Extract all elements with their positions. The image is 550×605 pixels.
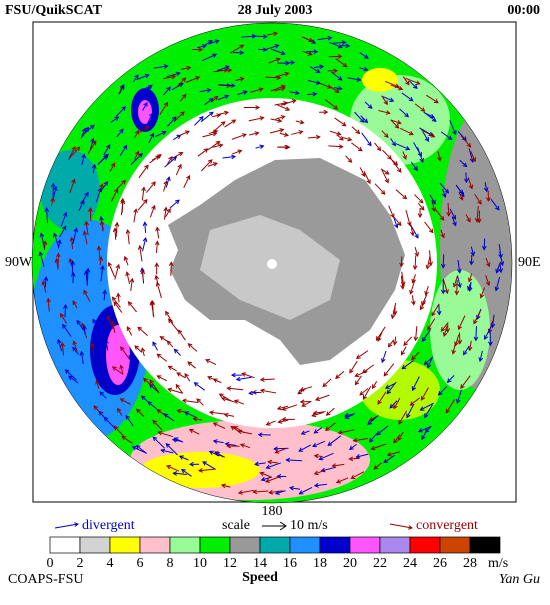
color-cell <box>140 537 170 553</box>
arrow <box>55 524 78 528</box>
date: 28 July 2003 <box>238 3 313 18</box>
color-cell <box>320 537 350 553</box>
colorbar-tick: 22 <box>373 556 387 571</box>
color-cell <box>350 537 380 553</box>
colorbar-label: Speed <box>242 570 278 585</box>
color-cell <box>440 537 470 553</box>
colorbar-tick: 28 <box>463 556 477 571</box>
title: FSU/QuikSCAT <box>5 3 103 18</box>
patch <box>430 270 490 390</box>
colorbar-tick: 26 <box>433 556 447 571</box>
arrow <box>457 280 458 294</box>
colorbar-tick: 6 <box>137 556 144 571</box>
arrow <box>274 448 288 449</box>
color-cell <box>230 537 260 553</box>
footer-left: COAPS-FSU <box>8 572 83 587</box>
legend-convergent: convergent <box>416 518 478 533</box>
time: 00:00 <box>507 3 540 18</box>
colorbar-tick: 4 <box>107 556 114 571</box>
color-cell <box>470 537 500 553</box>
color-cell <box>80 537 110 553</box>
colorbar-tick: 2 <box>77 556 84 571</box>
arrow <box>65 305 66 317</box>
color-cell <box>260 537 290 553</box>
colorbar-unit: m/s <box>488 556 508 571</box>
legend-scale: scale <box>222 518 250 533</box>
patch <box>362 68 398 92</box>
colorbar-tick: 20 <box>343 556 357 571</box>
colorbar-tick: 18 <box>313 556 327 571</box>
colorbar-tick: 12 <box>223 556 237 571</box>
arrow <box>476 326 477 340</box>
legend-divergent: divergent <box>82 518 135 533</box>
color-cell <box>200 537 230 553</box>
legend: divergent scale 10 m/s convergent <box>55 518 478 533</box>
colorbar-tick: 16 <box>283 556 297 571</box>
color-cell <box>290 537 320 553</box>
colorbar-tick: 0 <box>47 556 54 571</box>
colorbar-tick: 24 <box>403 556 417 571</box>
footer-right: Yan Gu <box>499 572 540 587</box>
arrow <box>443 254 444 267</box>
colorbar-tick: 10 <box>193 556 207 571</box>
color-cell <box>410 537 440 553</box>
color-cell <box>110 537 140 553</box>
lon-label: 180 <box>262 504 283 519</box>
color-cell <box>170 537 200 553</box>
lon-label: 90W <box>5 255 33 270</box>
arrow <box>171 262 172 276</box>
color-cell <box>380 537 410 553</box>
color-cell <box>50 537 80 553</box>
arrow <box>265 77 280 78</box>
legend-scale-value: 10 m/s <box>290 518 328 533</box>
lon-label: 90E <box>518 255 541 270</box>
colorbar-tick: 8 <box>167 556 174 571</box>
arrow <box>390 524 412 528</box>
colorbar-tick: 14 <box>253 556 267 571</box>
pole <box>267 259 277 269</box>
